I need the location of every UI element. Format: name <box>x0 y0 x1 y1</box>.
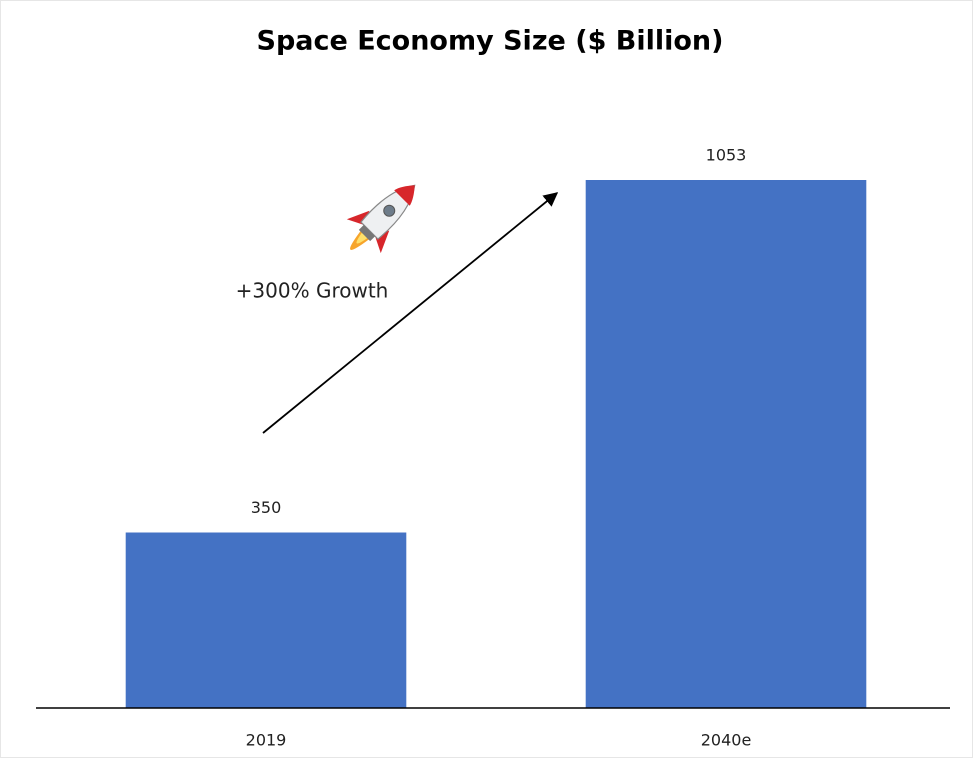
rocket-icon <box>346 184 416 254</box>
data-label: 1053 <box>706 146 747 165</box>
growth-arrow <box>262 192 559 434</box>
bar <box>585 180 867 708</box>
x-tick-label: 2040e <box>701 731 752 750</box>
chart-title: Space Economy Size ($ Billion) <box>257 26 724 57</box>
data-label: 350 <box>251 498 282 517</box>
x-tick-label: 2019 <box>246 731 287 750</box>
annotation: +300% Growth <box>236 279 389 303</box>
bar <box>125 532 407 708</box>
